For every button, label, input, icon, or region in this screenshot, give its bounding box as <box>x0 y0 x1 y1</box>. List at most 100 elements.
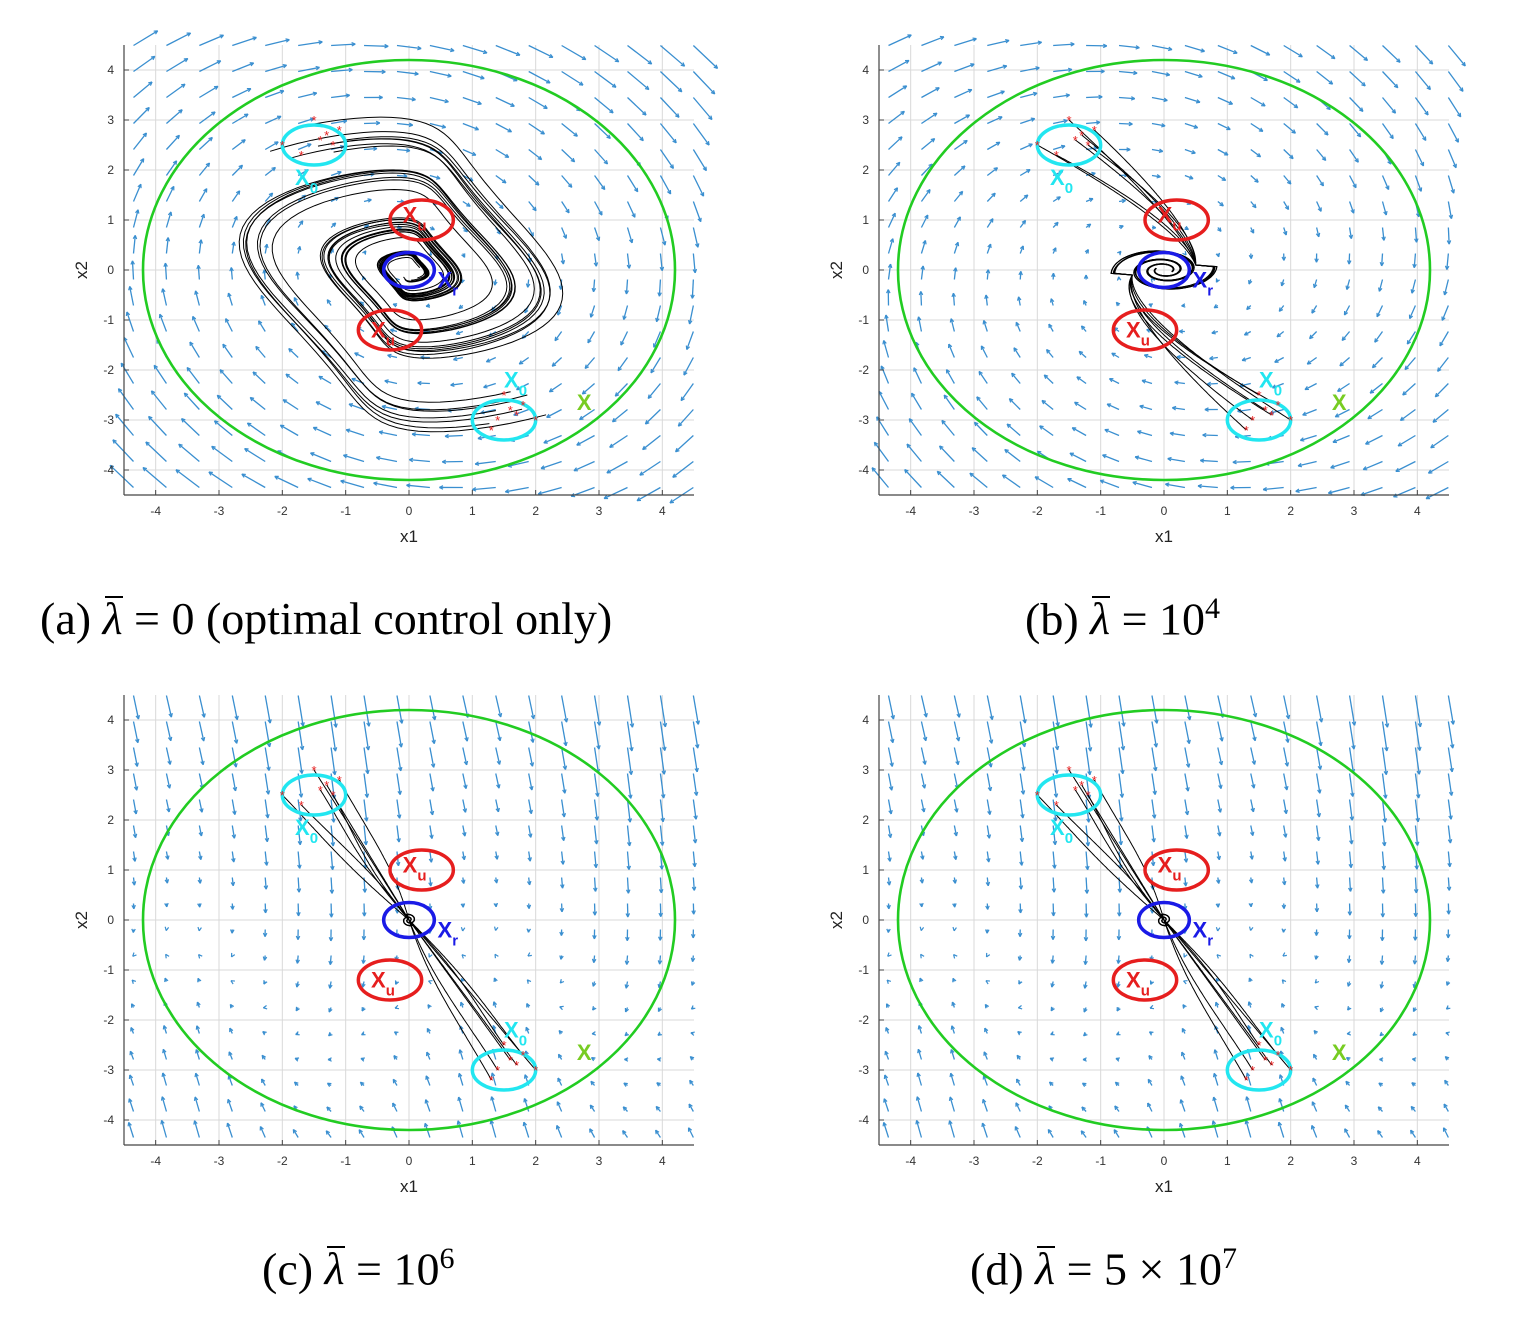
start-marker: * <box>501 388 506 403</box>
vector-arrow-head <box>1297 462 1303 468</box>
vector-arrow-head <box>259 1126 264 1131</box>
trajectory-line <box>1093 129 1215 289</box>
vector-arrow <box>280 424 299 437</box>
vector-arrow-head <box>692 862 697 868</box>
x-tick-label: 1 <box>1224 1154 1231 1168</box>
vector-arrow-head <box>230 929 235 934</box>
vector-arrow-head <box>1076 376 1081 381</box>
vector-arrow-head <box>965 114 971 119</box>
vector-arrow <box>920 773 926 789</box>
start-marker: * <box>324 778 329 793</box>
vector-arrow-head <box>131 881 137 886</box>
vector-arrow-head <box>527 857 532 862</box>
vector-arrow <box>198 799 203 813</box>
vector-arrow <box>429 799 434 815</box>
vector-arrow-head <box>1087 770 1092 776</box>
vector-arrow-head <box>262 1030 267 1036</box>
vector-arrow <box>1250 122 1264 132</box>
vector-arrow <box>384 380 398 385</box>
vector-arrow <box>1378 279 1384 292</box>
vector-arrow <box>392 1102 398 1112</box>
vector-arrow-head <box>148 415 153 421</box>
vector-arrow-head <box>226 1122 231 1128</box>
vector-arrow-head <box>1161 123 1166 128</box>
start-marker: * <box>1256 1038 1261 1053</box>
vector-arrow <box>1086 96 1103 99</box>
vector-arrow <box>1015 1102 1021 1112</box>
vector-arrow-head <box>384 379 389 384</box>
vector-arrow-head <box>950 1049 955 1054</box>
vector-arrow <box>194 1096 200 1112</box>
unsafe-set-0 <box>1143 848 1211 892</box>
vector-arrow-head <box>1347 1006 1352 1011</box>
vector-arrow <box>1250 175 1259 183</box>
vector-arrow <box>593 201 603 216</box>
vector-arrow <box>1052 825 1056 845</box>
vector-arrow <box>462 96 482 105</box>
vector-arrow <box>1348 201 1355 214</box>
vector-arrow <box>622 1130 629 1138</box>
vector-arrow <box>871 467 890 488</box>
vector-arrow <box>1017 296 1021 306</box>
vector-arrow-head <box>165 237 171 242</box>
vector-arrow <box>1302 408 1317 416</box>
vector-arrow <box>490 1096 497 1112</box>
vector-arrow <box>1137 430 1153 437</box>
vector-arrow-head <box>265 790 271 795</box>
vector-arrow-head <box>1314 1005 1319 1011</box>
vector-arrow-head <box>205 162 211 168</box>
vector-arrow <box>549 382 562 393</box>
x-tick-label: -2 <box>277 1154 288 1168</box>
vector-arrow <box>953 799 958 813</box>
vector-arrow-head <box>917 1048 922 1054</box>
vector-arrow-head <box>581 390 587 395</box>
vector-arrow <box>1414 695 1422 727</box>
vector-arrow <box>211 445 233 463</box>
vector-arrow <box>1069 452 1087 463</box>
vector-arrow <box>1274 356 1285 363</box>
vector-arrow-head <box>134 738 140 744</box>
vector-arrow-head <box>361 983 366 988</box>
vector-arrow-head <box>936 470 942 476</box>
safe-set-circle <box>896 708 1432 1132</box>
vector-arrow <box>1052 747 1058 774</box>
start-markers: **** * ****** ** * <box>280 113 538 438</box>
vector-arrow-head <box>900 110 905 116</box>
vector-arrow <box>1147 1102 1153 1112</box>
vector-arrow-head <box>312 426 318 431</box>
vector-arrow-head <box>1380 913 1386 918</box>
vector-arrow <box>593 253 597 267</box>
vector-arrow-head <box>1148 1055 1153 1060</box>
vector-arrow-head <box>1411 1082 1416 1087</box>
vector-arrow-head <box>1063 118 1068 124</box>
vector-arrow-head <box>1345 1056 1351 1062</box>
vector-arrow-head <box>1281 904 1287 909</box>
vector-arrow <box>1306 356 1318 365</box>
vector-arrow-head <box>1278 307 1284 312</box>
vector-arrow-head <box>235 190 241 195</box>
vector-arrow-head <box>1020 790 1026 795</box>
vector-arrow <box>986 877 989 886</box>
vector-arrow-head <box>1271 384 1277 389</box>
vector-arrow <box>1132 481 1153 489</box>
vector-arrow-head <box>1383 210 1388 216</box>
vector-arrow <box>429 96 449 103</box>
vector-arrow <box>560 695 568 723</box>
vector-arrow-head <box>1346 958 1352 963</box>
vector-arrow <box>1315 721 1322 746</box>
vector-arrow-head <box>998 116 1003 121</box>
vector-arrow-head <box>1446 886 1452 891</box>
vector-arrow-head <box>504 153 510 158</box>
vector-arrow-head <box>362 912 367 917</box>
vector-arrow-head <box>1037 40 1042 46</box>
vector-arrow-head <box>296 888 302 893</box>
caption-b-prefix: (b) <box>1025 593 1091 645</box>
vector-arrow-head <box>425 1051 431 1057</box>
start-marker: * <box>337 123 342 138</box>
vector-arrow-head <box>690 957 696 962</box>
vector-arrow <box>655 305 662 322</box>
vector-arrow <box>513 408 529 416</box>
vector-arrow-head <box>945 369 951 374</box>
vector-arrow-head <box>131 928 136 933</box>
caption-d-exp: 7 <box>1221 1242 1237 1275</box>
